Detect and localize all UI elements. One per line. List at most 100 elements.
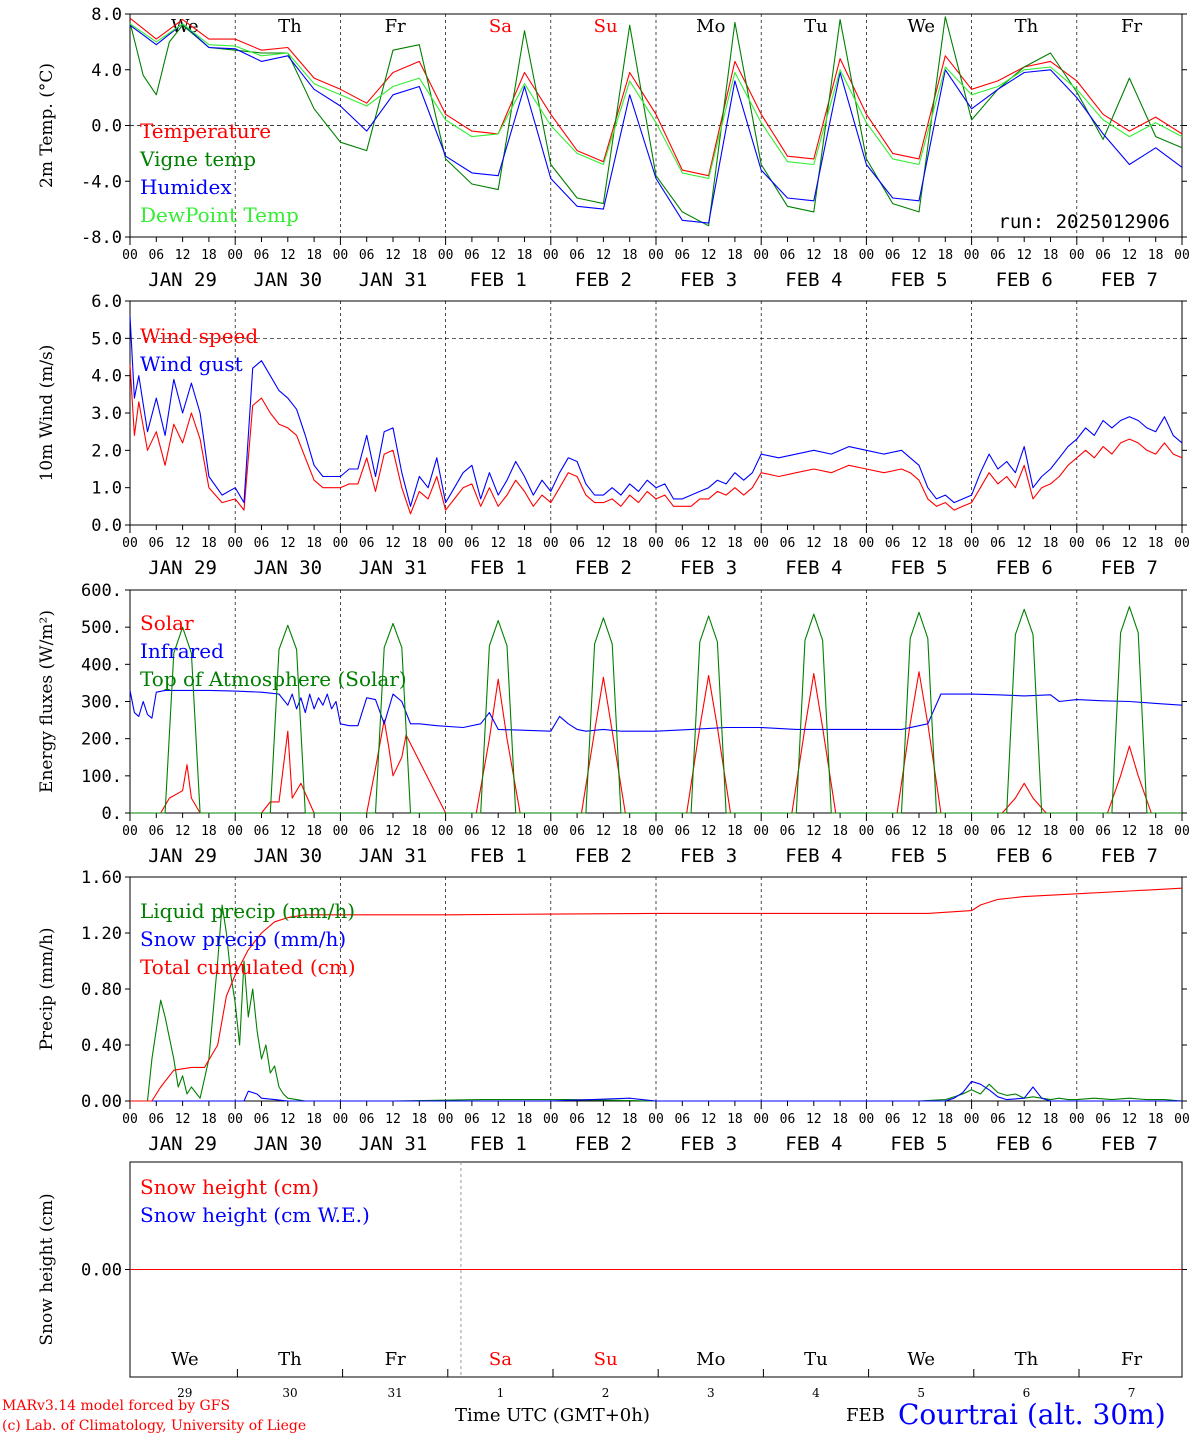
- hour-tick-label: 18: [622, 1112, 638, 1127]
- hour-tick-label: 12: [490, 536, 506, 551]
- hour-tick-label: 06: [674, 824, 690, 839]
- weekday-label: Su: [594, 16, 618, 37]
- date-label: FEB 7: [1101, 845, 1158, 867]
- hour-tick-label: 18: [201, 1112, 217, 1127]
- y-tick-label: 4.0: [91, 367, 122, 387]
- series-line-infrared: [129, 689, 1183, 732]
- hour-tick-label: 18: [622, 536, 638, 551]
- legend-entry: Wind gust: [140, 352, 243, 376]
- hour-tick-label: 06: [1095, 536, 1111, 551]
- hour-tick-label: 12: [596, 824, 612, 839]
- hour-tick-label: 12: [385, 248, 401, 263]
- series-line-top-of-atmosphere-solar-: [130, 606, 1182, 814]
- hour-tick-label: 12: [701, 824, 717, 839]
- hour-tick-label: 00: [543, 536, 559, 551]
- y-tick-label: 0.00: [81, 1092, 122, 1112]
- hour-tick-label: 18: [832, 536, 848, 551]
- hour-tick-label: 18: [306, 1112, 322, 1127]
- hour-tick-label: 06: [464, 536, 480, 551]
- hour-tick-label: 12: [280, 824, 296, 839]
- hour-tick-label: 06: [359, 824, 375, 839]
- hour-tick-label: 06: [885, 1112, 901, 1127]
- hour-tick-label: 18: [727, 536, 743, 551]
- legend-entry: Infrared: [140, 639, 224, 663]
- date-label: JAN 31: [359, 1133, 428, 1155]
- hour-tick-label: 00: [438, 248, 454, 263]
- weekday-label: We: [171, 1349, 199, 1370]
- month-label: FEB: [846, 1405, 885, 1426]
- lab-credit: (c) Lab. of Climatology, University of L…: [2, 1418, 307, 1434]
- weekday-label: Tu: [804, 1349, 828, 1370]
- date-label: JAN 31: [359, 557, 428, 579]
- date-label: JAN 31: [359, 269, 428, 291]
- hour-tick-label: 06: [569, 1112, 585, 1127]
- hour-tick-label: 12: [596, 1112, 612, 1127]
- date-label: FEB 2: [575, 269, 632, 291]
- hour-tick-label: 12: [911, 536, 927, 551]
- date-label: JAN 29: [148, 1133, 217, 1155]
- station-name: Courtrai (alt. 30m): [898, 1398, 1166, 1431]
- hour-tick-label: 06: [464, 1112, 480, 1127]
- hour-tick-label: 12: [701, 1112, 717, 1127]
- date-label: JAN 30: [253, 269, 322, 291]
- day-number-label: 1: [497, 1386, 505, 1400]
- panel-frame: [129, 300, 1183, 526]
- date-label: JAN 29: [148, 557, 217, 579]
- hour-tick-label: 00: [753, 248, 769, 263]
- hour-tick-label: 00: [964, 824, 980, 839]
- hour-tick-label: 06: [569, 824, 585, 839]
- hour-tick-label: 00: [859, 1112, 875, 1127]
- hour-tick-label: 12: [385, 1112, 401, 1127]
- hour-tick-label: 06: [254, 1112, 270, 1127]
- date-label: JAN 29: [148, 845, 217, 867]
- hour-tick-label: 12: [1122, 248, 1138, 263]
- legend-entry: Top of Atmosphere (Solar): [140, 667, 407, 691]
- series-line-humidex: [129, 23, 1183, 224]
- series-line-temperature: [129, 17, 1183, 177]
- legend-entry: Snow height (cm W.E.): [140, 1203, 370, 1227]
- hour-tick-label: 06: [148, 824, 164, 839]
- hour-tick-label: 12: [280, 248, 296, 263]
- hour-tick-label: 12: [490, 1112, 506, 1127]
- hour-tick-label: 06: [780, 248, 796, 263]
- hour-tick-label: 18: [832, 1112, 848, 1127]
- weekday-label: Sa: [489, 1349, 512, 1370]
- hour-tick-label: 06: [990, 824, 1006, 839]
- hour-tick-label: 18: [411, 248, 427, 263]
- hour-tick-label: 06: [990, 1112, 1006, 1127]
- hour-tick-label: 18: [1043, 536, 1059, 551]
- series-line-dewpoint-temp: [129, 23, 1183, 180]
- weekday-label: Th: [278, 1349, 302, 1370]
- hour-tick-label: 18: [937, 1112, 953, 1127]
- hour-tick-label: 12: [280, 1112, 296, 1127]
- hour-tick-label: 06: [674, 536, 690, 551]
- legend-entry: Snow height (cm): [140, 1175, 319, 1199]
- hour-tick-label: 06: [885, 536, 901, 551]
- date-label: JAN 30: [253, 845, 322, 867]
- date-label: FEB 5: [890, 269, 947, 291]
- hour-tick-label: 18: [622, 824, 638, 839]
- date-label: FEB 3: [680, 845, 737, 867]
- model-credit: MARv3.14 model forced by GFS: [2, 1398, 231, 1414]
- hour-tick-label: 00: [648, 248, 664, 263]
- y-tick-label: 500.: [81, 618, 122, 638]
- y-tick-label: 6.0: [91, 292, 122, 312]
- hour-tick-label: 18: [727, 1112, 743, 1127]
- date-label: FEB 7: [1101, 269, 1158, 291]
- hour-tick-label: 18: [411, 536, 427, 551]
- hour-tick-label: 00: [227, 536, 243, 551]
- hour-tick-label: 18: [411, 1112, 427, 1127]
- hour-tick-label: 00: [859, 824, 875, 839]
- weekday-label: Mo: [696, 16, 725, 37]
- date-label: JAN 30: [253, 557, 322, 579]
- y-tick-label: 300.: [81, 693, 122, 713]
- hour-tick-label: 06: [1095, 248, 1111, 263]
- hour-tick-label: 18: [517, 536, 533, 551]
- hour-tick-label: 12: [1122, 824, 1138, 839]
- hour-tick-label: 18: [727, 824, 743, 839]
- hour-tick-label: 12: [701, 536, 717, 551]
- hour-tick-label: 18: [1148, 1112, 1164, 1127]
- hour-tick-label: 06: [674, 1112, 690, 1127]
- legend-entry: Temperature: [140, 119, 271, 143]
